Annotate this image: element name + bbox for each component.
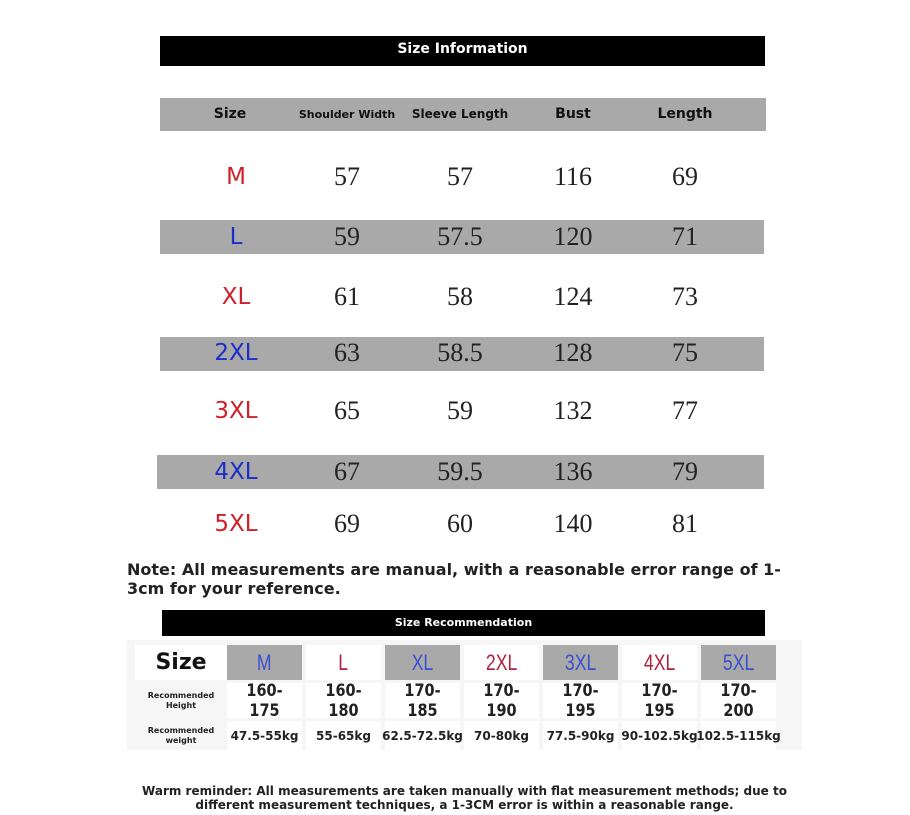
size-label: M [226,164,246,190]
rec-height-cell-text: 160-180 [325,680,362,721]
rec-weight-cell: 77.5-90kg [543,721,618,751]
rec-height-cell: 160-180 [306,680,381,721]
header-size: Size [213,106,247,122]
measurement-value: 136 [553,457,593,486]
rec-height-cell-text: 160-175 [246,680,283,721]
measurement-value: 63 [334,338,360,367]
rec-height-cell-text: 170-190 [483,680,520,721]
measurement-value: 81 [672,509,698,538]
warm-reminder: Warm reminder: All measurements are take… [142,784,787,812]
row-band [160,220,764,254]
measurement-value: 59 [447,396,473,425]
rec-size-cell: 5XL [701,645,776,680]
rec-weight-cell: 62.5-72.5kg [382,721,463,751]
measurement-value: 124 [553,282,593,311]
rec-size-cell-text: M [257,649,272,675]
size-label: 5XL [214,511,258,537]
measurement-value: 79 [672,457,698,486]
rec-weight-cell: 55-65kg [306,721,381,751]
size-table-header: Size Shoulder Width Sleeve Length Bust L… [160,98,766,131]
measurement-value: 120 [553,222,593,251]
rec-height-label: Recommended Height [147,690,215,710]
rec-height-cell: 170-195 [543,680,618,721]
rec-weight-cell-text: 55-65kg [316,729,371,743]
rec-height-cell-text: 170-195 [562,680,599,721]
rec-weight-cell: 70-80kg [464,721,539,751]
rec-weight-cell-text: 62.5-72.5kg [382,729,463,743]
measurement-value: 59.5 [437,457,483,486]
measurement-value: 61 [334,282,360,311]
measurement-value: 57 [334,162,360,191]
measurement-value: 73 [672,282,698,311]
measurement-value: 77 [672,396,698,425]
size-label: 2XL [214,340,258,366]
size-label: 4XL [214,459,258,485]
measurement-value: 67 [334,457,360,486]
rec-height-cell-text: 170-195 [641,680,678,721]
rec-height-cell-text: 170-185 [404,680,441,721]
measurement-value: 58.5 [437,338,483,367]
rec-size-label: Size [135,645,227,680]
rec-weight-label: Recommended weight [147,726,215,745]
header-bust: Bust [555,106,591,122]
rec-weight-cell: 102.5-115kg [696,721,781,751]
rec-height-cell-text: 170-200 [720,680,757,721]
rec-weight-cell-text: 77.5-90kg [546,729,615,743]
rec-weight-cell: 90-102.5kg [621,721,698,751]
row-band [157,455,764,489]
rec-height-cell: 160-175 [227,680,302,721]
note-text: Note: All measurements are manual, with … [127,560,781,598]
rec-size-cell: M [227,645,302,680]
measurement-value: 60 [447,509,473,538]
row-band [160,337,764,371]
rec-size-cell-text: 5XL [722,649,755,675]
rec-size-cell-text: 4XL [643,649,676,675]
size-label: L [229,224,243,250]
rec-size-cell: L [306,645,381,680]
rec-size-cell-text: L [338,649,349,675]
size-information-title: Size Information [160,36,765,66]
measurement-value: 116 [553,162,593,191]
size-recommendation-title: Size Recommendation [162,610,765,636]
rec-size-cell: 3XL [543,645,618,680]
rec-height-cell: 170-185 [385,680,460,721]
rec-size-cell: XL [385,645,460,680]
rec-weight-cell: 47.5-55kg [227,721,302,751]
measurement-value: 58 [447,282,473,311]
header-sleeve-length: Sleeve Length [411,107,509,121]
measurement-value: 69 [672,162,698,191]
measurement-value: 128 [553,338,593,367]
measurement-value: 71 [672,222,698,251]
measurement-value: 69 [334,509,360,538]
measurement-value: 57.5 [437,222,483,251]
measurement-value: 59 [334,222,360,251]
size-label: XL [221,284,251,310]
measurement-value: 57 [447,162,473,191]
rec-size-cell-text: XL [411,649,434,675]
rec-size-cell: 4XL [622,645,697,680]
rec-height-cell: 170-190 [464,680,539,721]
measurement-value: 65 [334,396,360,425]
measurement-value: 75 [672,338,698,367]
rec-weight-cell-text: 102.5-115kg [696,729,781,743]
rec-weight-cell-text: 90-102.5kg [621,729,698,743]
header-length: Length [657,106,713,122]
rec-size-cell: 2XL [464,645,539,680]
rec-size-cell-text: 2XL [485,649,518,675]
header-shoulder-width: Shoulder Width [298,108,396,121]
rec-height-cell: 170-200 [701,680,776,721]
size-label: 3XL [214,398,258,424]
rec-weight-cell-text: 70-80kg [474,729,529,743]
measurement-value: 132 [553,396,593,425]
rec-size-cell-text: 3XL [564,649,597,675]
measurement-value: 140 [553,509,593,538]
rec-weight-cell-text: 47.5-55kg [230,729,299,743]
rec-height-cell: 170-195 [622,680,697,721]
